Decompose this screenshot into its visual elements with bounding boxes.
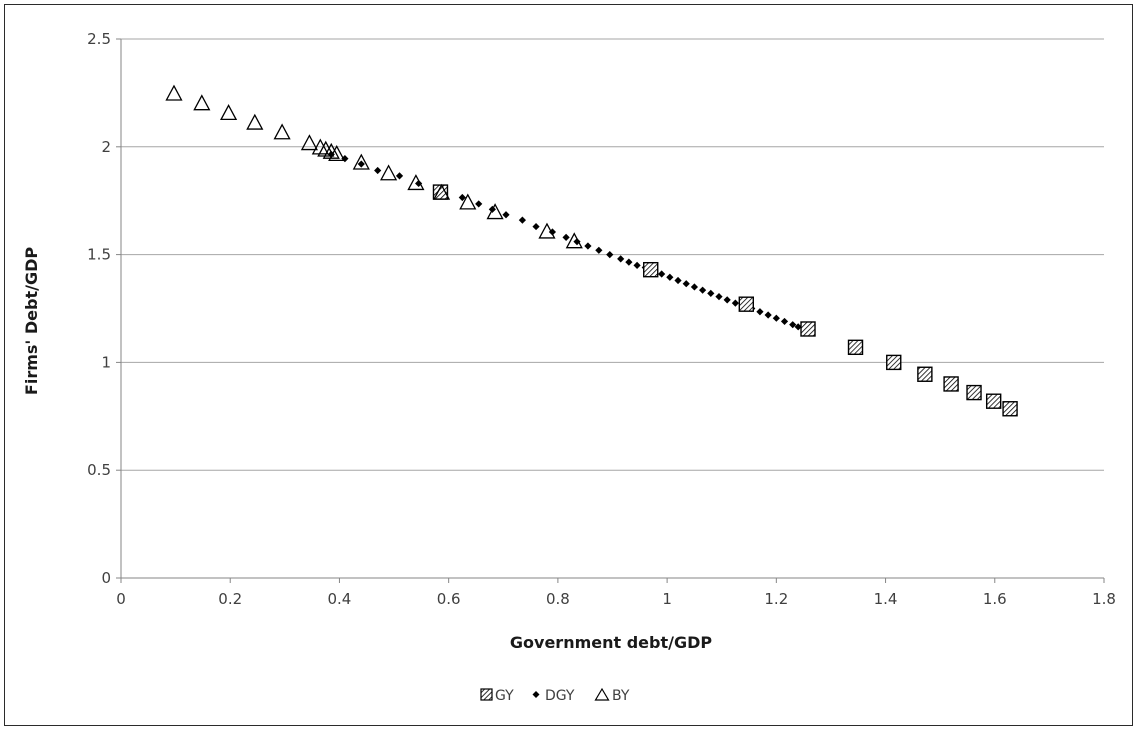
legend: GY DGY BY [480, 687, 630, 704]
dgy-point [682, 280, 690, 288]
dgy-point [518, 216, 526, 224]
y-tick-label: 2.5 [87, 30, 111, 48]
dgy-point [756, 308, 764, 316]
dgy-point [374, 166, 382, 175]
dgy-point [548, 228, 557, 236]
y-tick-label: 1.5 [87, 246, 111, 264]
by-point [459, 193, 477, 210]
gy-point [966, 384, 982, 401]
dgy-point [562, 233, 570, 241]
x-tick-label: 1.6 [983, 590, 1007, 608]
gy-point [738, 296, 754, 312]
by-point [219, 104, 238, 121]
legend-marker-dgy [532, 691, 540, 698]
by-point [246, 113, 264, 130]
gy-point [1002, 401, 1018, 417]
dgy-point [658, 270, 666, 278]
dgy-point [731, 299, 739, 307]
gy-point [917, 366, 933, 382]
chart-area: 0 0.5 1 1.5 2 2.5 0 0.2 0.4 0.6 0.8 1 1.2 1.4 1.6 1.8 … [4, 4, 1133, 726]
legend-label-by: BY [612, 688, 630, 704]
dgy-point [707, 289, 715, 298]
x-tick-label: 0.6 [437, 590, 461, 608]
x-tick-label: 0 [116, 590, 126, 608]
y-tick-label: 1 [101, 353, 111, 371]
x-tick-label: 1.4 [874, 590, 898, 608]
by-point [486, 203, 504, 220]
dgy-point [789, 321, 797, 329]
series-dgy [327, 150, 802, 331]
dgy-point [633, 261, 641, 269]
dgy-point [532, 222, 540, 231]
legend-item-by: BY [594, 687, 630, 704]
dgy-point [502, 211, 510, 219]
y-axis-title: Firms' Debt/GDP [22, 247, 41, 395]
by-point [407, 174, 425, 191]
by-point [328, 144, 346, 161]
legend-label-dgy: DGY [545, 688, 575, 704]
x-axis-title: Government debt/GDP [510, 633, 712, 652]
by-point [322, 142, 340, 159]
x-tick-label: 0.4 [328, 590, 352, 608]
dgy-point [606, 251, 614, 259]
dgy-point [794, 323, 802, 331]
dgy-point [475, 200, 483, 208]
x-tick-labels: 0 0.2 0.4 0.6 0.8 1 1.2 1.4 1.6 1.8 [116, 590, 1116, 608]
by-point [311, 138, 329, 155]
by-point [538, 222, 556, 239]
x-tick-label: 1 [662, 590, 672, 608]
by-point [273, 123, 291, 140]
dgy-point [772, 314, 780, 322]
by-point [565, 232, 583, 249]
gy-point [985, 393, 1002, 409]
dgy-point [764, 311, 772, 319]
y-tick-labels: 0 0.5 1 1.5 2 2.5 [87, 30, 111, 587]
by-point [165, 84, 183, 101]
gy-point [847, 339, 864, 356]
dgy-point [625, 258, 633, 266]
series-gy [432, 184, 1018, 417]
dgy-point [666, 273, 674, 281]
dgy-point [584, 242, 592, 250]
gy-point [943, 376, 959, 392]
dgy-point [723, 296, 731, 304]
dgy-point [357, 160, 365, 168]
dgy-point [699, 286, 707, 294]
dgy-point [674, 276, 682, 285]
x-tick-label: 0.2 [218, 590, 242, 608]
y-tick-label: 0 [101, 569, 111, 587]
dgy-point [327, 150, 335, 158]
by-point [300, 134, 318, 151]
dgy-point [617, 255, 625, 263]
dgy-point [690, 283, 699, 291]
x-tick-label: 1.2 [764, 590, 788, 608]
dgy-point [341, 155, 349, 163]
legend-item-gy: GY [480, 688, 514, 704]
by-point [380, 164, 398, 181]
gy-point [800, 321, 816, 337]
series-by [165, 84, 583, 249]
by-point [317, 140, 335, 157]
gy-point [643, 261, 659, 278]
dgy-point [780, 317, 789, 326]
legend-marker-gy [480, 688, 493, 701]
legend-label-gy: GY [495, 688, 514, 704]
dgy-point [595, 246, 603, 254]
x-tick-label: 1.8 [1092, 590, 1116, 608]
dgy-point [458, 193, 466, 202]
scatter-chart: 00.511.522.5 0 0.2 0.4 0.6 0.8 1 1.2 1.4 1.6 1.8 … [22, 30, 1116, 704]
by-point [193, 94, 211, 111]
by-point [432, 183, 451, 200]
legend-marker-by [594, 687, 610, 701]
gy-point [886, 354, 902, 371]
by-point [352, 153, 370, 170]
y-tick-label: 2 [101, 138, 111, 156]
legend-item-dgy: DGY [532, 688, 575, 704]
axes [116, 38, 1105, 583]
dgy-point [395, 172, 404, 180]
dgy-point [715, 293, 723, 301]
y-tick-label: 0.5 [87, 461, 111, 479]
x-tick-label: 0.8 [546, 590, 570, 608]
